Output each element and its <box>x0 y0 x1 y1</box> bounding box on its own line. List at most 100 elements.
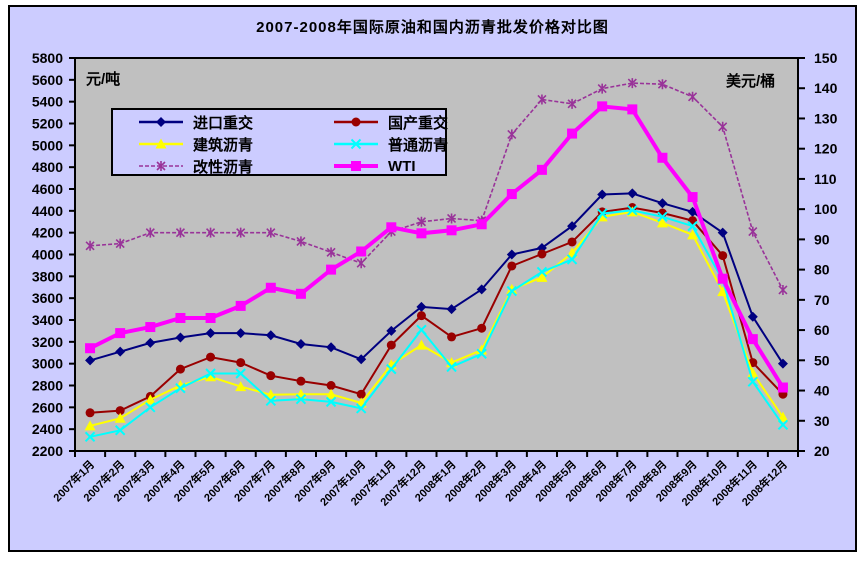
series-marker-wti <box>627 104 638 115</box>
series-marker-modified-asphalt <box>446 213 457 224</box>
series-marker-ordinary-asphalt <box>84 431 96 443</box>
legend-label-wti: WTI <box>388 157 416 175</box>
series-marker-modified-asphalt <box>416 216 427 227</box>
legend-label-imported-heavy: 进口重交 <box>193 114 254 132</box>
series-marker-construction-asphalt <box>506 283 518 294</box>
series-marker-wti <box>777 382 788 393</box>
series-marker-construction-asphalt <box>325 388 337 399</box>
series-marker-domestic-heavy <box>477 323 487 333</box>
legend-marker-domestic-heavy-icon <box>334 117 378 127</box>
legend-item-modified-asphalt: 改性沥青 <box>137 156 332 177</box>
left-axis-label: 4800 <box>32 159 63 175</box>
left-axis-label: 5800 <box>32 50 63 66</box>
series-marker-domestic-heavy <box>416 311 426 321</box>
left-axis-label: 3200 <box>32 334 63 350</box>
series-marker-imported-heavy <box>386 325 397 336</box>
left-axis-label: 5600 <box>32 72 63 88</box>
series-marker-domestic-heavy <box>85 408 95 418</box>
series-marker-imported-heavy <box>627 188 638 199</box>
series-marker-modified-asphalt <box>778 284 788 295</box>
series-marker-domestic-heavy <box>537 249 547 259</box>
right-axis-label: 70 <box>814 292 830 308</box>
left-axis-label: 4600 <box>32 181 63 197</box>
series-marker-domestic-heavy <box>356 389 366 399</box>
right-axis-label: 110 <box>814 171 837 187</box>
series-marker-ordinary-asphalt <box>687 220 698 232</box>
legend-marker-wti <box>351 161 361 171</box>
series-marker-ordinary-asphalt <box>265 395 277 406</box>
left-axis-label: 4200 <box>32 225 63 241</box>
left-axis-label: 2800 <box>32 378 63 394</box>
series-marker-modified-asphalt <box>718 121 728 132</box>
left-axis-label: 2400 <box>32 421 63 437</box>
series-marker-imported-heavy <box>567 221 578 232</box>
right-axis-label: 60 <box>814 322 830 338</box>
legend-item-construction-asphalt: 建筑沥青 <box>137 134 332 155</box>
series-marker-modified-asphalt <box>748 226 758 237</box>
series-marker-wti <box>536 164 547 175</box>
series-marker-imported-heavy <box>326 342 337 353</box>
series-marker-imported-heavy <box>175 332 186 343</box>
series-marker-ordinary-asphalt <box>416 324 427 336</box>
series-marker-modified-asphalt <box>537 94 547 105</box>
right-axis-label: 30 <box>814 413 830 429</box>
legend-label-ordinary-asphalt: 普通沥青 <box>388 136 449 154</box>
legend-item-imported-heavy: 进口重交 <box>137 112 332 133</box>
series-marker-imported-heavy <box>85 355 96 366</box>
series-marker-wti <box>416 228 427 239</box>
legend-item-ordinary-asphalt: 普通沥青 <box>332 134 448 155</box>
series-marker-ordinary-asphalt <box>114 425 126 436</box>
series-marker-imported-heavy <box>657 198 668 209</box>
series-marker-wti <box>597 101 608 112</box>
left-axis-unit-label: 元/吨 <box>86 71 121 88</box>
legend-label-domestic-heavy: 国产重交 <box>388 114 449 132</box>
right-axis-label: 140 <box>814 80 838 96</box>
series-line-ordinary-asphalt <box>89 209 784 438</box>
series-marker-domestic-heavy <box>236 358 246 368</box>
series-marker-domestic-heavy <box>567 237 577 247</box>
series-marker-domestic-heavy <box>386 340 396 350</box>
series-marker-wti <box>265 282 276 293</box>
series-marker-wti <box>145 322 156 333</box>
series-marker-ordinary-asphalt <box>566 254 578 265</box>
right-axis-label: 100 <box>814 201 838 217</box>
series-marker-modified-asphalt <box>296 236 306 247</box>
series-marker-modified-asphalt <box>687 91 698 102</box>
series-marker-wti <box>717 273 728 284</box>
series-marker-wti <box>205 312 216 323</box>
series-marker-wti <box>446 225 457 236</box>
series-marker-domestic-heavy <box>175 364 185 374</box>
series-marker-wti <box>476 219 487 230</box>
series-marker-construction-asphalt <box>687 229 699 240</box>
series-marker-ordinary-asphalt <box>325 396 337 408</box>
legend-item-wti: WTI <box>332 158 448 175</box>
left-axis-label: 3800 <box>32 268 63 284</box>
series-marker-imported-heavy <box>115 346 126 357</box>
series-marker-wti <box>687 192 698 203</box>
legend-marker-construction-asphalt <box>155 138 167 149</box>
series-marker-domestic-heavy <box>206 352 216 362</box>
right-axis-label: 120 <box>814 141 838 157</box>
series-marker-imported-heavy <box>295 339 306 350</box>
series-marker-modified-asphalt <box>326 247 336 258</box>
left-axis-label: 2600 <box>32 399 63 415</box>
series-marker-imported-heavy <box>205 328 216 339</box>
series-marker-domestic-heavy <box>507 261 517 271</box>
series-marker-domestic-heavy <box>115 406 125 416</box>
legend-marker-ordinary-asphalt <box>350 138 362 150</box>
series-marker-imported-heavy <box>777 358 788 369</box>
series-marker-wti <box>657 152 668 163</box>
series-marker-construction-asphalt <box>777 411 789 422</box>
series-marker-imported-heavy <box>416 301 427 312</box>
series-marker-domestic-heavy <box>718 251 728 261</box>
series-marker-imported-heavy <box>747 311 758 322</box>
series-marker-construction-asphalt <box>717 286 729 297</box>
series-marker-modified-asphalt <box>266 227 276 238</box>
left-axis-label: 4000 <box>32 247 63 263</box>
series-marker-construction-asphalt <box>144 394 156 405</box>
series-marker-ordinary-asphalt <box>295 393 307 405</box>
left-axis-label: 5000 <box>32 137 63 153</box>
series-line-domestic-heavy <box>90 206 784 414</box>
series-marker-modified-asphalt <box>507 129 517 140</box>
